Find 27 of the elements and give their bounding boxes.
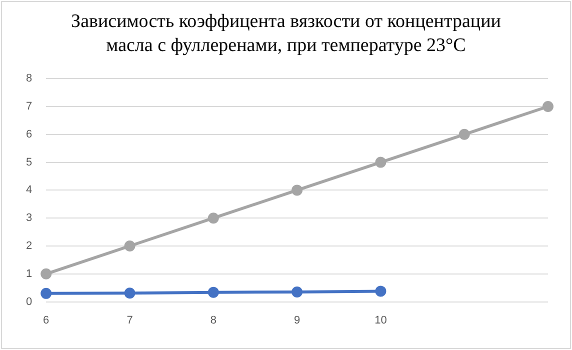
- point: [375, 286, 386, 297]
- point: [40, 288, 52, 299]
- chart-title: Зависимость коэффицента вязкости от концентрации масла с фуллеренами, при температуре 23°C: [70, 10, 502, 58]
- x-tick-label: 7: [126, 314, 133, 326]
- y-tick-label: 6: [26, 128, 32, 140]
- point: [375, 156, 386, 168]
- x-tick-label: 10: [374, 314, 387, 326]
- x-tick-label: 8: [210, 314, 216, 326]
- point: [292, 184, 303, 196]
- x-tick-label: 9: [294, 314, 300, 326]
- point: [542, 101, 554, 112]
- y-tick-label: 3: [26, 212, 32, 224]
- point: [458, 128, 470, 140]
- point: [124, 288, 136, 299]
- x-tick-label: 6: [43, 314, 50, 326]
- point: [208, 212, 219, 224]
- y-tick-label: 0: [26, 296, 32, 308]
- point: [40, 268, 52, 280]
- y-tick-label: 5: [26, 156, 32, 168]
- y-tick-label: 7: [26, 100, 32, 113]
- y-tick-label: 1: [26, 268, 32, 280]
- point: [292, 286, 303, 298]
- y-tick-label: 8: [26, 72, 32, 85]
- point: [124, 240, 136, 252]
- point: [208, 286, 219, 298]
- y-tick-label: 4: [26, 184, 32, 196]
- y-tick-label: 2: [26, 240, 32, 252]
